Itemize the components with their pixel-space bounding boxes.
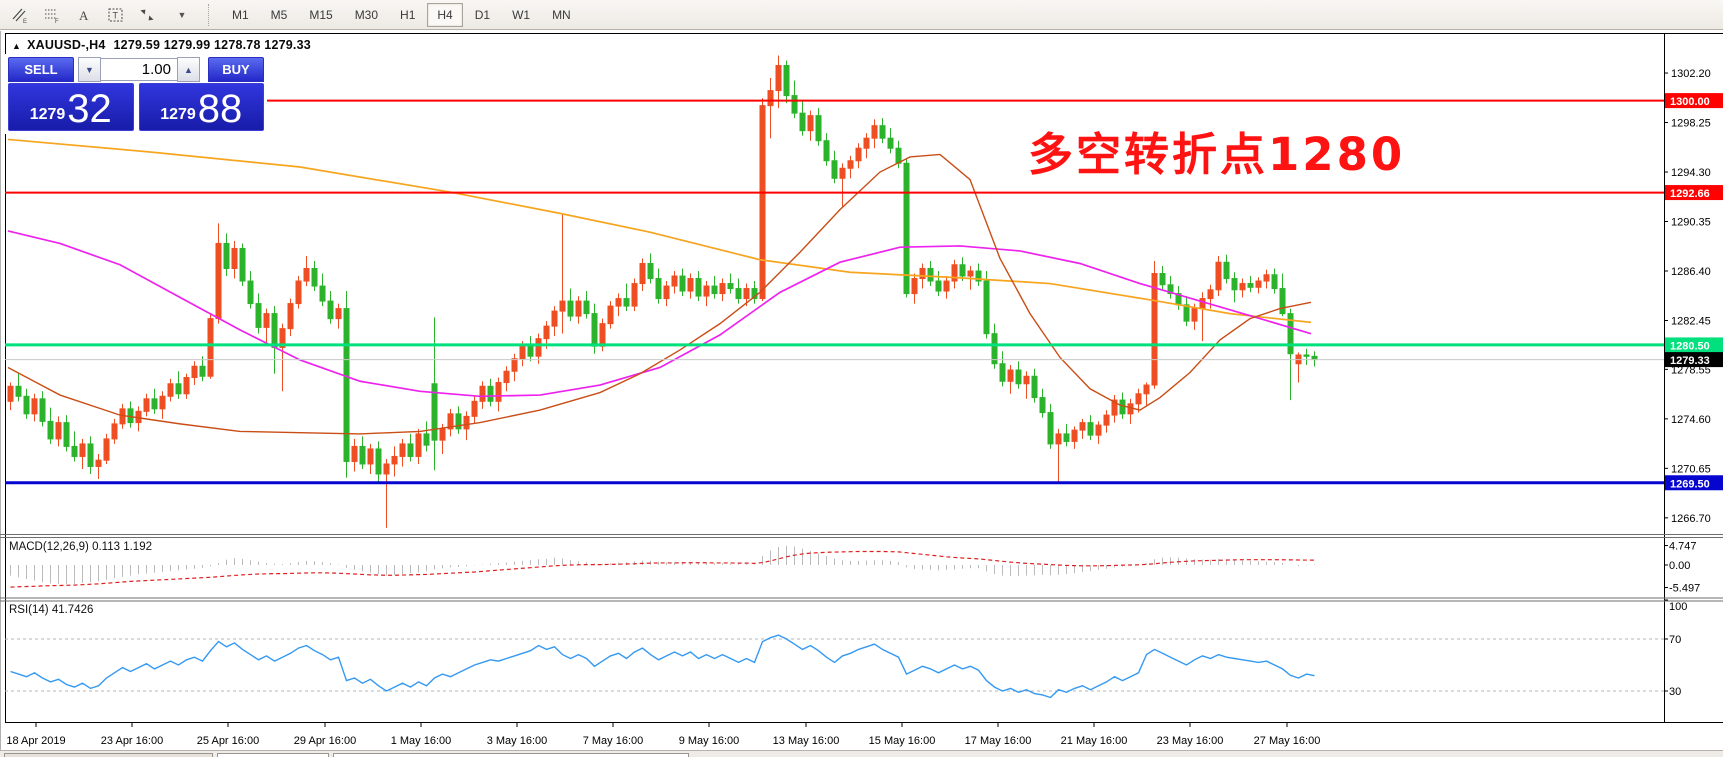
macd-histogram <box>10 545 1315 585</box>
ma-redline <box>7 153 1312 435</box>
svg-text:23 Apr 16:00: 23 Apr 16:00 <box>101 735 163 747</box>
text-icon[interactable]: A <box>72 4 96 26</box>
chart-tab[interactable] <box>333 753 689 757</box>
buy-price-button[interactable]: 1279 88 <box>138 83 264 131</box>
tf-m1-button[interactable]: M1 <box>222 3 259 27</box>
svg-text:27 May 16:00: 27 May 16:00 <box>1254 735 1321 747</box>
volume-down-button[interactable]: ▼ <box>78 57 101 82</box>
svg-text:1282.45: 1282.45 <box>1671 316 1711 328</box>
tf-w1-button[interactable]: W1 <box>502 3 540 27</box>
tf-m30-button[interactable]: M30 <box>345 3 388 27</box>
fibonacci-lines-icon[interactable]: F <box>40 4 64 26</box>
tf-d1-button[interactable]: D1 <box>465 3 500 27</box>
chart-tab[interactable] <box>4 753 213 757</box>
rsi-line <box>10 634 1315 699</box>
tf-m15-button[interactable]: M15 <box>299 3 342 27</box>
tf-m5-button[interactable]: M5 <box>261 3 298 27</box>
svg-text:T: T <box>113 10 119 20</box>
svg-text:25 Apr 16:00: 25 Apr 16:00 <box>197 735 259 747</box>
ohlc-values: 1279.59 1279.99 1278.78 1279.33 <box>113 38 311 52</box>
sell-tab-button[interactable]: SELL <box>8 57 74 82</box>
svg-text:70: 70 <box>1669 634 1681 646</box>
tf-h1-button[interactable]: H1 <box>390 3 425 27</box>
svg-text:4.747: 4.747 <box>1669 541 1697 553</box>
svg-text:13 May 16:00: 13 May 16:00 <box>773 735 840 747</box>
ma-magenta <box>7 230 1312 398</box>
sell-price-big: 32 <box>67 87 112 131</box>
buy-price-big: 88 <box>197 87 243 131</box>
svg-text:1280.50: 1280.50 <box>1670 340 1710 352</box>
svg-text:29 Apr 16:00: 29 Apr 16:00 <box>294 735 356 747</box>
sell-price-small: 1279 <box>29 106 66 123</box>
macd-signal-line <box>10 550 1315 588</box>
sell-price-button[interactable]: 1279 32 <box>8 83 134 131</box>
price-axis: 1302.20 1298.25 1294.30 1290.35 1286.40 1282.… <box>1664 68 1711 698</box>
price-badge: 1300.00 <box>1665 93 1723 109</box>
svg-text:1298.25: 1298.25 <box>1671 118 1711 130</box>
volume-input[interactable] <box>101 58 177 81</box>
dropdown-caret-icon[interactable]: ▼ <box>177 9 187 20</box>
equidistant-channel-icon[interactable]: E <box>8 4 32 26</box>
price-badge: 1269.50 <box>1665 475 1723 491</box>
arrow-objects-icon[interactable] <box>136 4 160 26</box>
price-badge: 1280.50 <box>1665 337 1723 353</box>
chart-title: ▲ XAUUSD-,H4 1279.59 1279.99 1278.78 1279.… <box>12 38 311 52</box>
svg-text:A: A <box>79 8 89 23</box>
svg-text:21 May 16:00: 21 May 16:00 <box>1061 735 1128 747</box>
svg-text:1290.35: 1290.35 <box>1671 217 1711 229</box>
time-axis: 18 Apr 2019 23 Apr 16:00 25 Apr 16:00 29 Ap… <box>6 723 1320 747</box>
svg-text:30: 30 <box>1669 686 1681 698</box>
expand-arrow-icon[interactable]: ▲ <box>12 41 22 51</box>
rsi-pane-label: RSI(14) 41.7426 <box>9 604 94 616</box>
svg-text:100: 100 <box>1669 601 1687 613</box>
toolbar: E F A T ▼ M1 M5 M15 M30 H1 H4 D1 W1 MN <box>0 0 1723 30</box>
svg-text:1292.66: 1292.66 <box>1670 188 1710 200</box>
svg-text:3 May 16:00: 3 May 16:00 <box>487 735 548 747</box>
svg-text:1300.00: 1300.00 <box>1670 96 1710 108</box>
macd-pane-label: MACD(12,26,9) 0.113 1.192 <box>9 541 152 553</box>
svg-text:9 May 16:00: 9 May 16:00 <box>679 735 740 747</box>
svg-text:23 May 16:00: 23 May 16:00 <box>1157 735 1224 747</box>
chart-tab-bar <box>0 750 1723 757</box>
toolbar-separator <box>208 3 210 26</box>
svg-text:1269.50: 1269.50 <box>1670 478 1710 490</box>
ma-orange <box>7 138 1312 324</box>
svg-text:1274.60: 1274.60 <box>1671 414 1711 426</box>
buy-price-small: 1279 <box>160 106 196 123</box>
svg-text:1 May 16:00: 1 May 16:00 <box>391 735 452 747</box>
tf-h4-button[interactable]: H4 <box>427 2 463 27</box>
svg-text:0.00: 0.00 <box>1669 560 1690 572</box>
svg-text:1278.55: 1278.55 <box>1671 364 1711 376</box>
text-label-icon[interactable]: T <box>104 4 128 26</box>
svg-text:15 May 16:00: 15 May 16:00 <box>869 735 936 747</box>
volume-stepper: ▼ ▲ <box>78 57 200 82</box>
svg-text:1266.70: 1266.70 <box>1671 513 1711 525</box>
svg-text:1286.40: 1286.40 <box>1671 266 1711 278</box>
svg-text:17 May 16:00: 17 May 16:00 <box>965 735 1032 747</box>
svg-text:1279.33: 1279.33 <box>1670 355 1710 367</box>
symbol-period-label: XAUUSD-,H4 <box>27 38 106 52</box>
candlesticks <box>7 55 1318 528</box>
svg-text:F: F <box>55 19 59 24</box>
one-click-trade-panel: SELL ▼ ▲ BUY 1279 32 1279 88 <box>5 54 267 134</box>
volume-up-button[interactable]: ▲ <box>177 57 200 82</box>
buy-tab-button[interactable]: BUY <box>208 57 264 82</box>
chart-tab[interactable] <box>217 753 329 757</box>
svg-text:1302.20: 1302.20 <box>1671 68 1711 80</box>
svg-text:1270.65: 1270.65 <box>1671 463 1711 475</box>
chart-annotation-text: 多空转折点1280 <box>1028 128 1406 181</box>
tf-mn-button[interactable]: MN <box>542 3 581 27</box>
svg-text:18 Apr 2019: 18 Apr 2019 <box>6 735 65 747</box>
price-badge: 1292.66 <box>1665 185 1723 201</box>
svg-text:-5.497: -5.497 <box>1669 583 1700 595</box>
svg-text:1294.30: 1294.30 <box>1671 167 1711 179</box>
svg-text:7 May 16:00: 7 May 16:00 <box>583 735 644 747</box>
svg-text:E: E <box>23 19 27 24</box>
price-badge: 1279.33 <box>1665 352 1723 368</box>
